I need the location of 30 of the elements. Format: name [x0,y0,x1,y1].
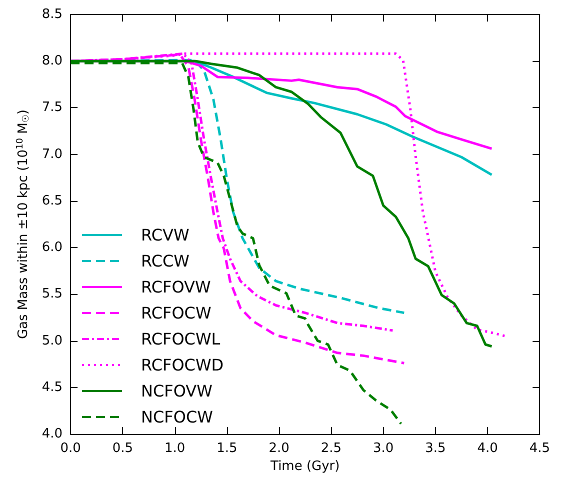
x-tick-label: 3.5 [425,441,446,456]
x-tick-label: 4.5 [529,441,550,456]
y-tick-label: 4.0 [42,426,63,442]
y-axis-title: Gas Mass within ±10 kpc (1010 M☉) [16,109,32,340]
x-tick-label: 1.5 [216,441,238,456]
legend-label: RCFOCWL [141,330,220,348]
x-tick-label: 4.0 [477,441,498,456]
y-tick-label: 5.5 [42,286,63,302]
y-tick-label: 6.5 [42,193,63,208]
x-tick-label: 1.0 [164,441,186,456]
y-tick-label: 5.0 [42,333,63,348]
x-tick-label: 3.0 [372,441,394,456]
x-axis-title: Time (Gyr) [270,459,340,474]
y-tick-label: 8.0 [42,54,63,69]
y-tick-label: 7.5 [42,100,63,116]
x-tick-label: 2.0 [268,441,290,456]
x-tick-label: 0.0 [60,441,81,456]
legend-label: RCFOVW [141,278,211,296]
legend-label: NCFOVW [141,382,213,400]
legend-label: RCCW [141,252,190,270]
x-tick-label: 0.5 [112,441,134,456]
y-tick-label: 8.5 [42,7,63,22]
legend-label: RCVW [141,226,190,244]
x-tick-label: 2.5 [320,441,342,456]
y-tick-label: 4.5 [42,380,63,395]
legend-label: RCFOCWD [141,356,224,374]
y-tick-label: 6.0 [42,240,63,256]
legend-label: RCFOCW [141,304,212,322]
legend-label: NCFOCW [141,408,214,426]
y-tick-label: 7.0 [42,146,63,162]
